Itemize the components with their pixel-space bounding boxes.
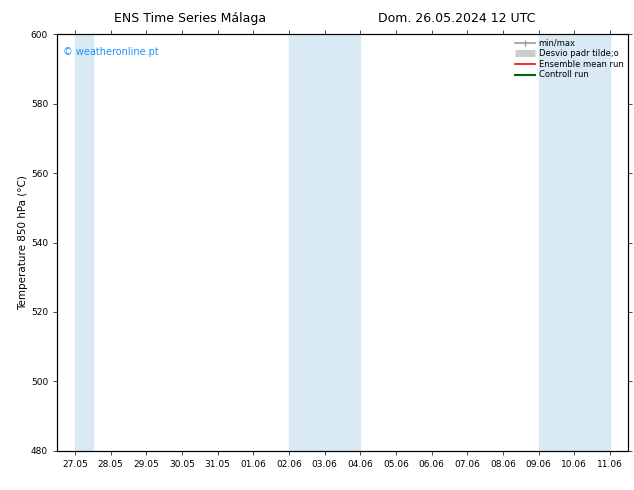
Text: ENS Time Series Málaga: ENS Time Series Málaga [114, 12, 266, 25]
Bar [538, 34, 610, 451]
Legend: min/max, Desvio padr tilde;o, Ensemble mean run, Controll run: min/max, Desvio padr tilde;o, Ensemble m… [515, 39, 623, 79]
Bar [75, 34, 93, 451]
Bar [289, 34, 360, 451]
Y-axis label: Temperature 850 hPa (°C): Temperature 850 hPa (°C) [18, 175, 28, 310]
Text: Dom. 26.05.2024 12 UTC: Dom. 26.05.2024 12 UTC [378, 12, 535, 25]
Text: © weatheronline.pt: © weatheronline.pt [63, 47, 158, 57]
